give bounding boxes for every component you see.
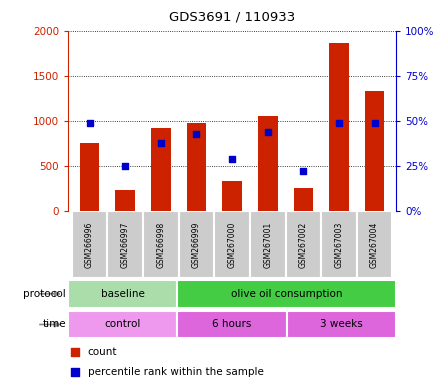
- Text: GSM266996: GSM266996: [85, 222, 94, 268]
- Text: GSM266999: GSM266999: [192, 222, 201, 268]
- Text: GSM267000: GSM267000: [227, 222, 237, 268]
- Bar: [258, 116, 278, 211]
- FancyBboxPatch shape: [107, 211, 143, 278]
- Point: [335, 120, 342, 126]
- FancyBboxPatch shape: [179, 211, 214, 278]
- Text: 3 weeks: 3 weeks: [320, 319, 363, 329]
- Bar: [222, 180, 242, 211]
- Text: GSM267003: GSM267003: [334, 222, 344, 268]
- FancyBboxPatch shape: [68, 311, 177, 338]
- Text: percentile rank within the sample: percentile rank within the sample: [88, 367, 264, 377]
- Point: [71, 369, 78, 375]
- Text: olive oil consumption: olive oil consumption: [231, 289, 342, 299]
- Text: GSM266997: GSM266997: [121, 222, 130, 268]
- FancyBboxPatch shape: [287, 311, 396, 338]
- Bar: [187, 123, 206, 211]
- FancyBboxPatch shape: [68, 280, 177, 308]
- Text: GSM267001: GSM267001: [263, 222, 272, 268]
- Text: control: control: [105, 319, 141, 329]
- Bar: [365, 91, 385, 211]
- Text: GSM267002: GSM267002: [299, 222, 308, 268]
- Bar: [329, 43, 349, 211]
- Point: [193, 131, 200, 137]
- Point: [122, 163, 129, 169]
- Point: [71, 349, 78, 355]
- Text: 6 hours: 6 hours: [213, 319, 252, 329]
- Point: [158, 139, 165, 146]
- Point: [264, 129, 271, 135]
- Point: [229, 156, 236, 162]
- FancyBboxPatch shape: [143, 211, 179, 278]
- Text: count: count: [88, 347, 117, 357]
- Text: GDS3691 / 110933: GDS3691 / 110933: [169, 10, 295, 23]
- FancyBboxPatch shape: [321, 211, 357, 278]
- FancyBboxPatch shape: [286, 211, 321, 278]
- Point: [86, 120, 93, 126]
- FancyBboxPatch shape: [177, 311, 287, 338]
- Text: protocol: protocol: [23, 289, 66, 299]
- Text: time: time: [42, 319, 66, 329]
- Bar: [80, 142, 99, 211]
- Text: GSM267004: GSM267004: [370, 222, 379, 268]
- Bar: [293, 188, 313, 211]
- Bar: [151, 128, 171, 211]
- Point: [371, 120, 378, 126]
- FancyBboxPatch shape: [177, 280, 396, 308]
- FancyBboxPatch shape: [250, 211, 286, 278]
- Point: [300, 169, 307, 175]
- Bar: [115, 190, 135, 211]
- Text: GSM266998: GSM266998: [156, 222, 165, 268]
- Text: baseline: baseline: [101, 289, 145, 299]
- FancyBboxPatch shape: [214, 211, 250, 278]
- FancyBboxPatch shape: [357, 211, 392, 278]
- FancyBboxPatch shape: [72, 211, 107, 278]
